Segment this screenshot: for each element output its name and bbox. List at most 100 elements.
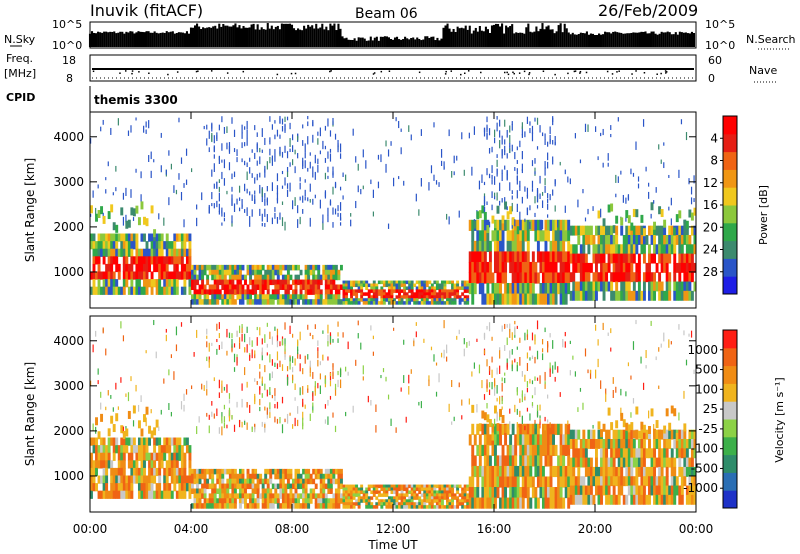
echo-speck [284,338,286,347]
echo-patch [150,430,154,439]
echo-cell [511,487,515,499]
echo-cell [627,234,631,245]
echo-cell [443,493,447,497]
echo-speck [547,203,549,210]
echo-cell [122,490,126,499]
echo-speck [420,178,422,187]
echo-speck [337,379,339,388]
echo-cell [577,429,581,440]
freq-dot [523,70,526,73]
echo-speck [655,356,657,361]
echo-cell [120,233,124,242]
echo-cell [319,473,323,480]
echo-cell [637,272,641,283]
echo-cell [410,283,414,288]
echo-cell [637,290,641,301]
echo-cell [602,225,606,236]
echo-cell [554,497,558,509]
echo-speck [264,198,266,206]
echo-speck [625,197,627,204]
echo-cell [529,444,533,457]
echo-cell [620,457,624,468]
echo-cell [238,269,242,276]
echo-cell [574,476,578,487]
echo-speck [400,387,402,392]
echo-cell [435,286,439,290]
echo-cell [165,483,169,492]
echo-cell [602,244,606,255]
echo-cell [483,423,487,435]
echo-cell [334,503,338,509]
echo-cell [105,233,109,242]
freq-dot [290,72,293,75]
echo-speck [574,133,576,139]
echo-cell [345,487,348,492]
echo-cell [206,503,210,509]
echo-cell [564,465,568,478]
echo-cell [531,272,535,284]
echo-speck [504,139,506,145]
echo-speck [511,124,513,131]
echo-speck [284,221,286,231]
echo-speck [615,193,617,198]
echo-cell [304,274,308,281]
echo-speck [607,153,609,161]
echo-cell [607,457,611,468]
echo-speck [107,390,109,396]
echo-cell [90,460,93,469]
echo-cell [478,444,482,457]
echo-speck [375,404,377,412]
echo-cell [612,448,616,459]
echo-cell [617,253,621,264]
echo-cell [332,284,336,290]
echo-cell [299,493,303,499]
echo-cell [261,294,265,300]
echo-speck [251,340,253,347]
echo-cell [211,503,215,509]
echo-speck [337,321,339,327]
echo-cell [400,283,404,288]
echo-cell [642,448,646,459]
echo-cell [418,286,422,290]
echo-speck [135,117,137,121]
echo-cell [501,497,505,509]
echo-cell [595,281,598,292]
echo-cell [143,467,146,477]
echo-cell [347,280,351,285]
echo-cell [276,503,280,509]
power-y-label: Slant Range [km] [23,158,37,262]
echo-cell [168,452,172,461]
echo-cell [622,253,626,264]
echo-cell [208,284,212,290]
echo-cell [524,434,528,446]
echo-speck [610,133,612,138]
echo-speck [206,138,208,146]
echo-cell [158,233,162,242]
echo-cell [438,499,442,503]
echo-speck [231,117,233,124]
echo-cell [685,457,689,468]
echo-cell [531,423,535,435]
echo-cell [115,475,119,484]
echo-cell [193,264,197,271]
echo-patch [635,406,639,415]
echo-cell [549,444,553,457]
echo-cell [314,289,318,295]
echo-speck [223,404,226,410]
echo-cell [562,455,566,467]
echo-cell [418,505,422,509]
echo-cell [183,233,187,242]
echo-cell [491,293,495,305]
echo-cell [347,505,351,509]
echo-cell [216,274,220,281]
echo-cell [246,468,250,475]
echo-cell [163,271,167,280]
echo-cell [226,498,230,504]
echo-cell [107,279,111,288]
echo-cell [509,293,513,305]
echo-speck [297,135,299,141]
echo-speck [627,195,630,201]
echo-cell [377,280,381,285]
echo-cell [387,289,391,293]
echo-speck [524,396,526,401]
